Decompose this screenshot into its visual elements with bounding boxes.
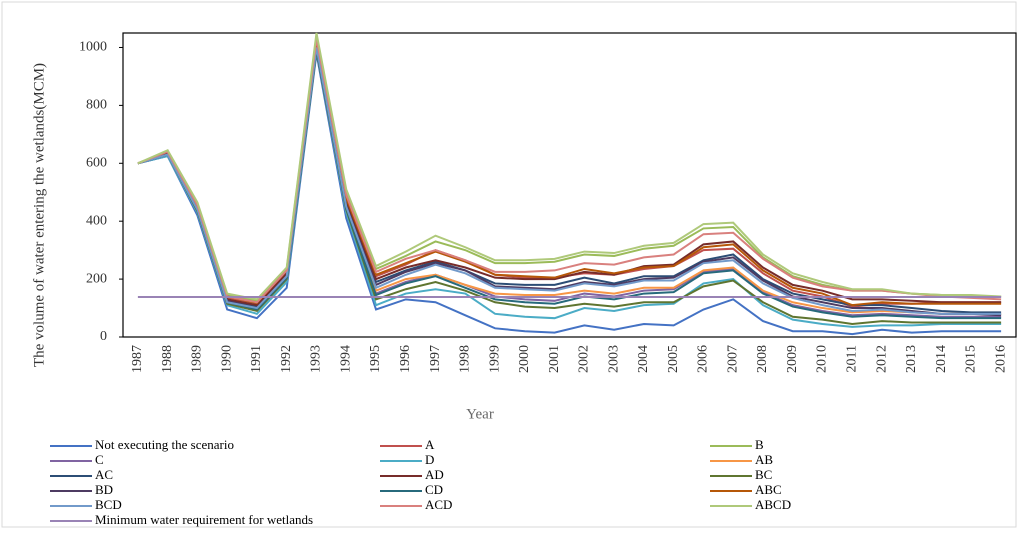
- x-tick-label: 2016: [993, 345, 1008, 373]
- y-tick-label: 600: [86, 156, 107, 171]
- x-tick-label: 2014: [934, 345, 949, 373]
- x-tick-label: 1991: [249, 345, 264, 373]
- series-line: [137, 50, 1002, 328]
- legend-label: AC: [95, 467, 113, 482]
- x-tick-label: 1988: [160, 345, 175, 373]
- legend-label: BCD: [95, 497, 122, 512]
- legend-label: ACD: [425, 497, 452, 512]
- y-tick-label: 0: [100, 329, 107, 344]
- series-line: [137, 35, 1002, 302]
- legend-label: Minimum water requirement for wetlands: [95, 512, 313, 527]
- x-axis-label: Year: [466, 406, 494, 422]
- series-line: [137, 41, 1002, 307]
- x-tick-label: 1996: [398, 345, 413, 373]
- legend-label: A: [425, 437, 435, 452]
- x-tick-label: 2002: [577, 345, 592, 373]
- legend-label: Not executing the scenario: [95, 437, 234, 452]
- x-tick-label: 2013: [904, 345, 919, 373]
- y-tick-label: 400: [86, 213, 107, 228]
- series-line: [137, 53, 1002, 336]
- legend-label: BD: [95, 482, 113, 497]
- y-tick-label: 800: [86, 98, 107, 113]
- legend-label: B: [755, 437, 764, 452]
- x-tick-label: 2004: [636, 345, 651, 373]
- x-tick-label: 2009: [785, 345, 800, 373]
- legend-label: ABC: [755, 482, 782, 497]
- y-axis-label: The volume of water entering the wetland…: [31, 63, 47, 367]
- series-line: [137, 50, 1002, 325]
- legend-label: AD: [425, 467, 444, 482]
- plot-frame: [122, 32, 1017, 338]
- series-line: [137, 38, 1002, 304]
- legend-label: BC: [755, 467, 772, 482]
- x-tick-label: 1990: [219, 345, 234, 373]
- series-line: [137, 48, 1002, 320]
- x-tick-label: 1993: [309, 345, 324, 373]
- legend-label: AB: [755, 452, 773, 467]
- series-line: [137, 32, 1002, 301]
- y-tick-label: 200: [86, 271, 107, 286]
- x-tick-label: 1992: [279, 345, 294, 373]
- x-tick-label: 2015: [964, 345, 979, 373]
- x-tick-label: 1999: [487, 345, 502, 373]
- legend-label: D: [425, 452, 434, 467]
- x-tick-label: 2000: [517, 345, 532, 373]
- x-tick-label: 2007: [725, 345, 740, 373]
- y-tick-label: 1000: [79, 40, 107, 55]
- x-tick-label: 2005: [666, 345, 681, 373]
- x-tick-label: 1998: [458, 345, 473, 373]
- x-tick-label: 2011: [845, 345, 860, 372]
- x-tick-label: 2006: [696, 345, 711, 373]
- x-tick-label: 2010: [815, 345, 830, 373]
- series-line: [137, 44, 1002, 307]
- x-tick-label: 2001: [547, 345, 562, 373]
- x-tick-label: 1987: [130, 345, 145, 373]
- x-tick-label: 1995: [368, 345, 383, 373]
- legend-label: ABCD: [755, 497, 791, 512]
- x-tick-label: 2012: [874, 345, 889, 373]
- x-tick-label: 1997: [428, 345, 443, 373]
- x-tick-label: 1994: [338, 345, 353, 373]
- legend-label: C: [95, 452, 104, 467]
- x-tick-label: 2003: [606, 345, 621, 373]
- legend-label: CD: [425, 482, 443, 497]
- series-line: [137, 47, 1002, 315]
- x-tick-label: 1989: [190, 345, 205, 373]
- x-tick-label: 2008: [755, 345, 770, 373]
